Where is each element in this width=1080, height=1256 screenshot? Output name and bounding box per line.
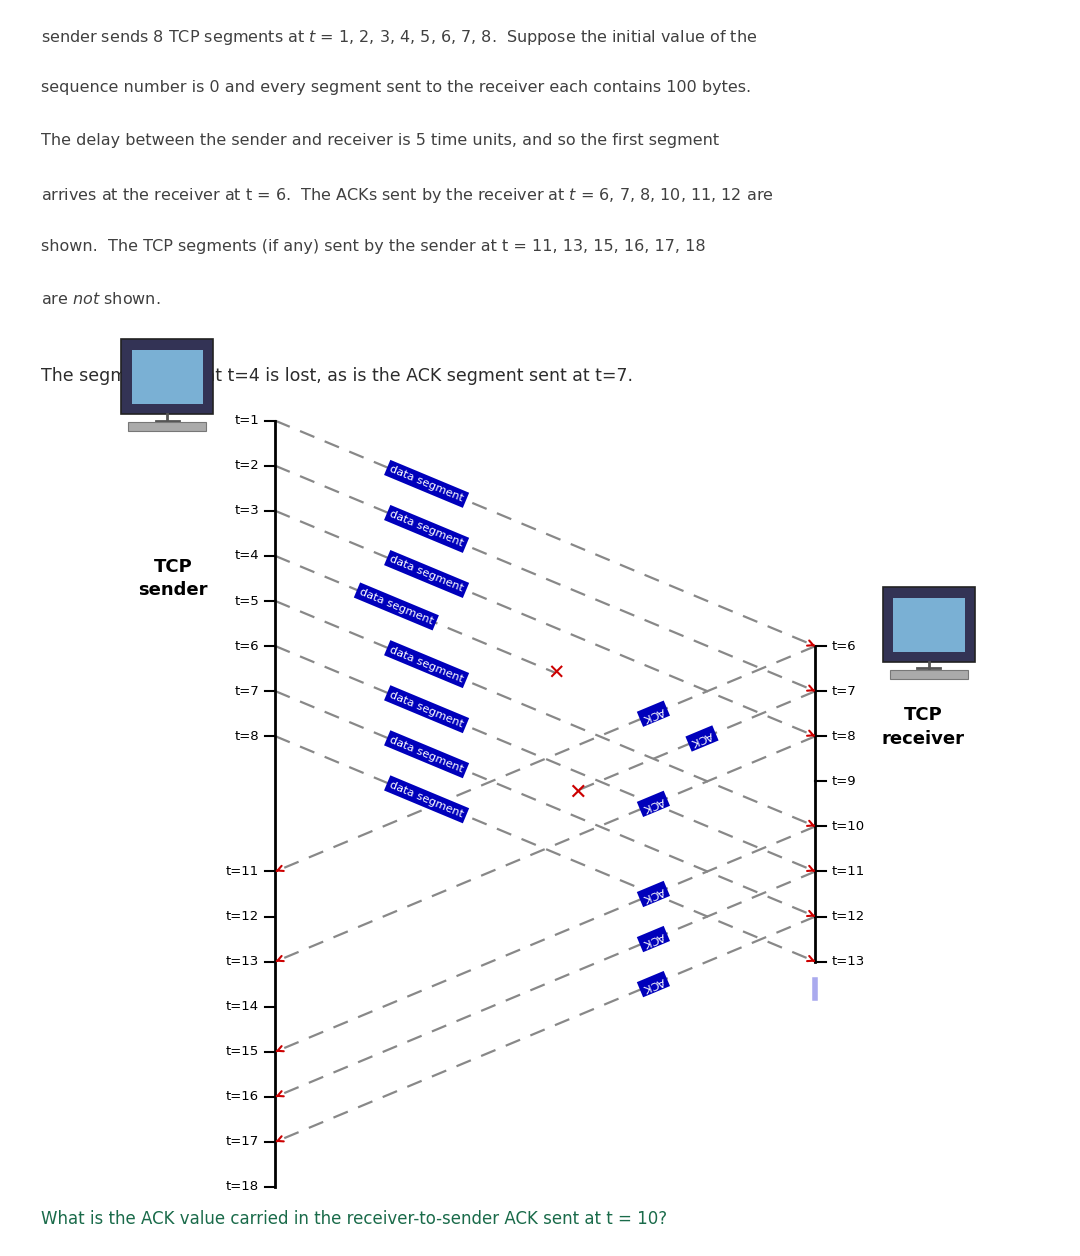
Text: t=11: t=11 [832,865,865,878]
Text: t=18: t=18 [226,1181,259,1193]
Text: sender sends 8 TCP segments at $t$ = 1, 2, 3, 4, 5, 6, 7, 8.  Suppose the initia: sender sends 8 TCP segments at $t$ = 1, … [41,28,757,46]
Text: data segment: data segment [388,509,465,549]
Text: shown.  The TCP segments (if any) sent by the sender at t = 11, 13, 15, 16, 17, : shown. The TCP segments (if any) sent by… [41,239,705,254]
FancyBboxPatch shape [121,339,214,414]
Text: t=8: t=8 [234,730,259,742]
Text: t=1: t=1 [234,414,259,427]
Text: t=10: t=10 [832,820,865,833]
Text: are $\mathit{not}$ shown.: are $\mathit{not}$ shown. [41,291,161,308]
Text: The delay between the sender and receiver is 5 time units, and so the first segm: The delay between the sender and receive… [41,133,719,148]
Text: t=3: t=3 [234,505,259,517]
Text: t=4: t=4 [234,549,259,563]
Text: The segment sent at t=4 is lost, as is the ACK segment sent at t=7.: The segment sent at t=4 is lost, as is t… [41,367,633,384]
Text: t=5: t=5 [234,594,259,608]
Text: t=14: t=14 [226,1000,259,1014]
Text: t=15: t=15 [226,1045,259,1059]
Text: ACK: ACK [689,730,715,747]
Text: data segment: data segment [357,587,435,627]
FancyBboxPatch shape [890,669,968,679]
Text: ACK: ACK [640,795,666,813]
Text: t=9: t=9 [832,775,856,788]
Text: ACK: ACK [640,975,666,993]
Text: data segment: data segment [388,554,465,594]
Text: t=13: t=13 [832,955,865,968]
Text: t=12: t=12 [832,911,865,923]
Text: t=8: t=8 [832,730,856,742]
FancyBboxPatch shape [129,422,206,431]
Text: t=7: t=7 [832,685,856,697]
Text: ACK: ACK [640,885,666,903]
Text: ✕: ✕ [568,782,588,803]
Text: t=2: t=2 [234,460,259,472]
Text: t=12: t=12 [226,911,259,923]
Text: t=17: t=17 [226,1135,259,1148]
Text: data segment: data segment [388,644,465,685]
Text: ACK: ACK [640,929,666,948]
FancyBboxPatch shape [883,587,974,662]
Text: data segment: data segment [388,735,465,774]
FancyBboxPatch shape [132,349,203,404]
Text: ✕: ✕ [548,663,565,683]
Text: t=13: t=13 [226,955,259,968]
Text: ACK: ACK [640,705,666,722]
Text: sequence number is 0 and every segment sent to the receiver each contains 100 by: sequence number is 0 and every segment s… [41,80,752,95]
Text: t=16: t=16 [226,1090,259,1103]
Text: data segment: data segment [388,780,465,819]
Text: TCP
receiver: TCP receiver [882,706,964,749]
Text: data segment: data segment [388,463,465,504]
Text: t=11: t=11 [226,865,259,878]
Text: t=6: t=6 [832,639,856,653]
Text: What is the ACK value carried in the receiver-to-sender ACK sent at t = 10?: What is the ACK value carried in the rec… [41,1211,667,1228]
FancyBboxPatch shape [893,598,964,652]
Text: TCP
sender: TCP sender [138,558,207,599]
Text: t=7: t=7 [234,685,259,697]
Text: t=6: t=6 [234,639,259,653]
Text: data segment: data segment [388,690,465,728]
Text: arrives at the receiver at t = 6.  The ACKs sent by the receiver at $t$ = 6, 7, : arrives at the receiver at t = 6. The AC… [41,186,773,205]
